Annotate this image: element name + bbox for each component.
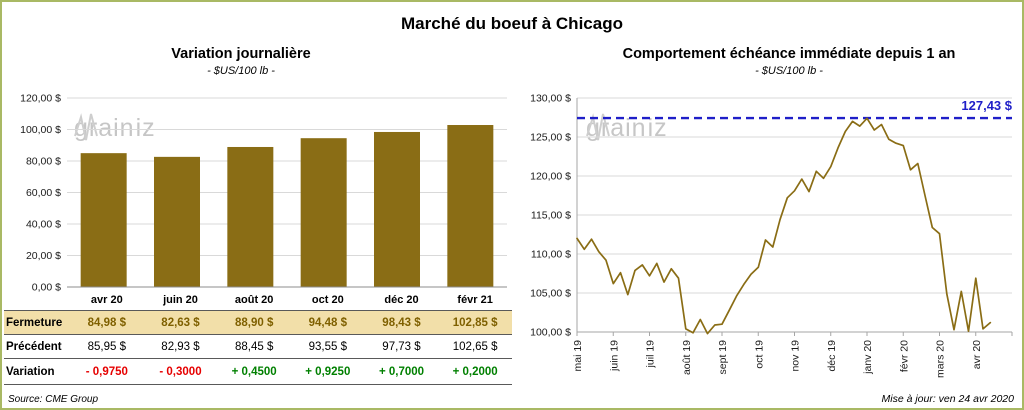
precedent-value: 93,55 $	[308, 340, 347, 353]
svg-text:80,00 $: 80,00 $	[26, 156, 61, 168]
x-axis-label: janv 20	[862, 340, 874, 375]
svg-text:130,00 $: 130,00 $	[530, 93, 571, 105]
svg-text:40,00 $: 40,00 $	[26, 219, 61, 231]
variation-value: + 0,7000	[378, 365, 425, 378]
bar-oct 20	[300, 138, 347, 287]
x-axis-label: nov 19	[790, 340, 802, 372]
x-axis-label: août 19	[681, 340, 693, 375]
svg-text:100,00 $: 100,00 $	[530, 327, 571, 339]
bar-août 20	[227, 146, 274, 287]
variation-row: Variation - 0,9750 - 0,3000 + 0,4500 + 0,92…	[4, 359, 512, 385]
bar-avr 20	[80, 153, 127, 287]
price-table: avr 20 juin 20 août 20 oct 20 déc 20 févr 21 …	[4, 290, 512, 385]
bar-déc 20	[374, 131, 420, 287]
svg-text:120,00 $: 120,00 $	[20, 93, 61, 105]
line-chart-subtitle: - $US/100 lb -	[755, 65, 823, 77]
month-label: juin 20	[163, 294, 198, 306]
bar-chart-subtitle: - $US/100 lb -	[207, 65, 275, 77]
x-axis-label: déc 19	[826, 340, 838, 372]
svg-text:120,00 $: 120,00 $	[530, 171, 571, 183]
fermeture-value: 84,98 $	[87, 316, 127, 329]
variation-row-label: Variation	[6, 365, 55, 378]
x-axis-label: avr 20	[971, 340, 983, 369]
svg-text:115,00 $: 115,00 $	[531, 210, 571, 222]
precedent-value: 85,95 $	[87, 340, 127, 353]
bar-chart-title: Variation journalière	[171, 46, 311, 62]
x-axis-label: sept 19	[717, 340, 729, 375]
fermeture-row-label: Fermeture	[6, 316, 63, 329]
precedent-row-label: Précédent	[6, 340, 62, 353]
precedent-value: 97,73 $	[382, 340, 421, 353]
svg-text:105,00 $: 105,00 $	[530, 288, 571, 300]
svg-text:20,00 $: 20,00 $	[26, 250, 61, 262]
x-axis-label: juil 19	[645, 340, 657, 369]
update-note: Mise à jour: ven 24 avr 2020	[881, 393, 1015, 405]
x-axis-label: mai 19	[572, 340, 584, 372]
price-table-header-row: avr 20 juin 20 août 20 oct 20 déc 20 févr 21	[4, 290, 512, 311]
variation-value: - 0,9750	[85, 365, 128, 378]
bar-juin 20	[154, 156, 200, 287]
svg-text:60,00 $: 60,00 $	[26, 187, 61, 199]
precedent-value: 88,45 $	[234, 340, 274, 353]
svg-text:125,00 $: 125,00 $	[530, 132, 571, 144]
variation-value: - 0,3000	[159, 365, 202, 378]
fermeture-value: 94,48 $	[308, 316, 347, 329]
x-axis-label: juin 19	[608, 340, 620, 372]
fermeture-value: 82,63 $	[161, 316, 200, 329]
reference-line-label: 127,43 $	[961, 98, 1012, 113]
fermeture-value: 102,85 $	[452, 316, 498, 329]
fermeture-row: Fermeture 84,98 $ 82,63 $ 88,90 $ 94,48 $ 98…	[4, 311, 512, 335]
month-label: avr 20	[90, 294, 123, 306]
price-line	[576, 117, 992, 335]
variation-value: + 0,9250	[305, 365, 351, 378]
month-label: oct 20	[311, 294, 344, 306]
bar-chart: 0,00 $ 20,00 $ 40,00 $ 60,00 $ 80,00 $ 100,00…	[20, 93, 507, 294]
svg-text:110,00 $: 110,00 $	[531, 249, 571, 261]
source-note: Source: CME Group	[8, 394, 99, 405]
month-label: août 20	[234, 294, 274, 306]
precedent-value: 102,65 $	[452, 340, 498, 353]
variation-value: + 0,4500	[231, 365, 277, 378]
precedent-value: 82,93 $	[161, 340, 200, 353]
line-chart-title: Comportement échéance immédiate depuis 1…	[622, 46, 956, 62]
page-title: Marché du boeuf à Chicago	[401, 14, 623, 33]
fermeture-value: 98,43 $	[382, 316, 421, 329]
x-axis-label: mars 20	[935, 340, 947, 378]
month-label: févr 21	[457, 294, 493, 306]
svg-text:100,00 $: 100,00 $	[20, 124, 61, 136]
variation-value: + 0,2000	[452, 365, 498, 378]
precedent-row: Précédent 85,95 $ 82,93 $ 88,45 $ 93,55 $ 97…	[4, 335, 512, 359]
bar-févr 21	[447, 125, 494, 287]
x-axis-label: oct 19	[753, 340, 765, 369]
line-chart: 100,00 $ 105,00 $ 110,00 $ 115,00 $ 120,00 $…	[530, 93, 1013, 378]
fermeture-value: 88,90 $	[234, 316, 274, 329]
svg-text:0,00 $: 0,00 $	[32, 282, 61, 294]
x-axis-label: févr 20	[898, 340, 910, 372]
month-label: déc 20	[384, 294, 419, 306]
